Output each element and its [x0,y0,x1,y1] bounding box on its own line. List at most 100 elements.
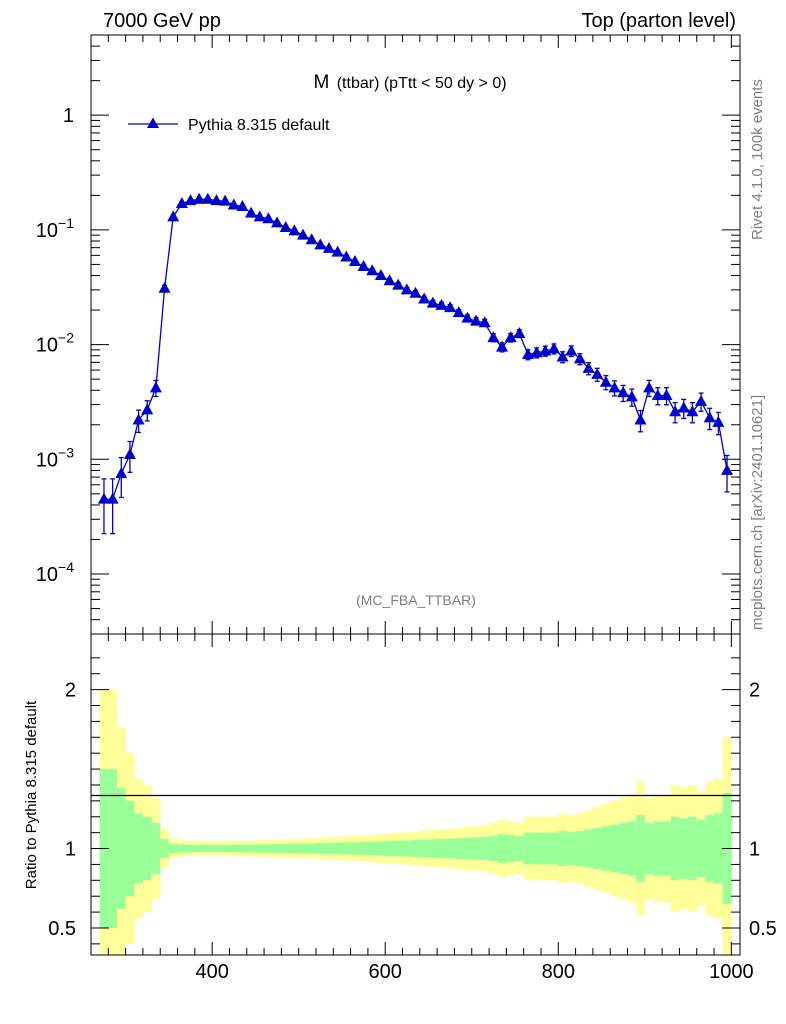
plot-title-sub: (ttbar) (pTtt < 50 dy > 0) [337,75,507,92]
data-point [409,286,422,298]
series-pythia [97,192,734,535]
data-point [331,245,344,257]
series-line [104,198,728,500]
band-inner [108,769,118,928]
data-point [418,292,431,304]
data-point [634,413,647,425]
data-point [167,210,180,222]
band-inner [229,844,239,853]
band-inner [298,843,308,854]
ratio-y-tick-label-right: 0.5 [749,918,777,940]
ratio-y-tick-labels: 2 2 1 1 0.5 0.5 [48,680,777,940]
x-tick-label: 1000 [709,961,754,983]
data-point [262,212,275,224]
band-inner [575,831,585,867]
data-point [132,413,145,425]
data-point [141,403,154,415]
data-point [366,264,379,276]
data-point [651,388,664,400]
ratio-axis-ticks [91,634,740,955]
band-inner [385,841,395,856]
band-inner [220,845,230,853]
data-point [340,250,353,262]
data-point [496,340,509,352]
band-inner [359,842,369,856]
data-point [210,194,223,206]
data-point [608,381,621,393]
data-point [470,314,483,326]
data-point [271,216,284,228]
band-inner [116,788,127,909]
band-inner [532,832,542,865]
data-point [227,198,240,210]
y-tick-label: 10−1 [36,215,74,242]
data-point [123,448,136,460]
band-inner [315,843,326,854]
band-inner [151,823,161,874]
y-tick-label-base: 10 [36,564,58,586]
data-point [297,228,310,240]
data-point [677,401,690,413]
data-point [599,375,612,387]
data-point [556,350,569,362]
band-inner [515,835,525,862]
y-tick-label-base: 1 [63,105,74,127]
data-point [513,326,526,338]
x-tick-labels: 400 600 800 1000 [195,961,753,983]
energy-label: 7000 GeV pp [103,10,221,32]
data-point [322,241,335,253]
band-inner [627,821,637,876]
band-inner [566,831,576,866]
band-inner [341,842,351,855]
data-point [669,405,682,417]
data-point [461,311,474,323]
data-point [617,386,630,398]
x-tick-label: 600 [369,961,402,983]
band-inner [489,835,499,862]
band-inner [333,842,343,855]
band-inner [610,824,620,873]
y-tick-label-base: 10 [36,449,58,471]
band-inner [203,845,213,853]
data-point [279,220,292,232]
data-point [504,331,517,343]
data-point [530,346,543,358]
band-inner [168,843,178,854]
band-inner [350,842,360,855]
data-point [392,278,405,290]
data-point [236,199,249,211]
ratio-panel: 2 2 1 1 0.5 0.5 400 600 800 1000 Ratio to Pythia… [23,633,777,983]
ratio-bands [99,689,732,955]
band-inner [696,819,706,878]
mcplots-label: mcplots.cern.ch [arXiv:2401.10621] [749,395,766,630]
data-point [149,381,162,393]
y-tick-label-base: 10 [36,335,58,357]
data-point [573,352,586,364]
band-inner [264,844,274,853]
band-inner [506,835,516,863]
rivet-label: Rivet 4.1.0, 100k events [749,79,766,240]
data-point [383,274,396,286]
data-point [253,210,266,222]
data-point [444,301,457,313]
data-point [97,492,110,504]
band-inner [212,845,222,853]
data-point [426,296,439,308]
band-inner [653,821,663,876]
band-inner [497,834,507,863]
data-point [158,281,171,293]
y-tick-label: 1 [63,105,74,127]
band-inner [376,841,386,856]
band-inner [281,843,291,854]
data-point [288,224,301,236]
band-inner [367,841,377,856]
main-panel: 110−110−210−310−4 M (ttbar) (pTtt < 50 d… [36,34,741,635]
analysis-watermark: (MC_FBA_TTBAR) [356,592,476,608]
y-tick-label-exponent: −2 [58,330,74,346]
data-point [245,206,258,218]
band-inner [428,839,438,858]
x-tick-label: 400 [195,961,228,983]
band-inner [644,823,654,874]
band-inner [160,838,170,859]
